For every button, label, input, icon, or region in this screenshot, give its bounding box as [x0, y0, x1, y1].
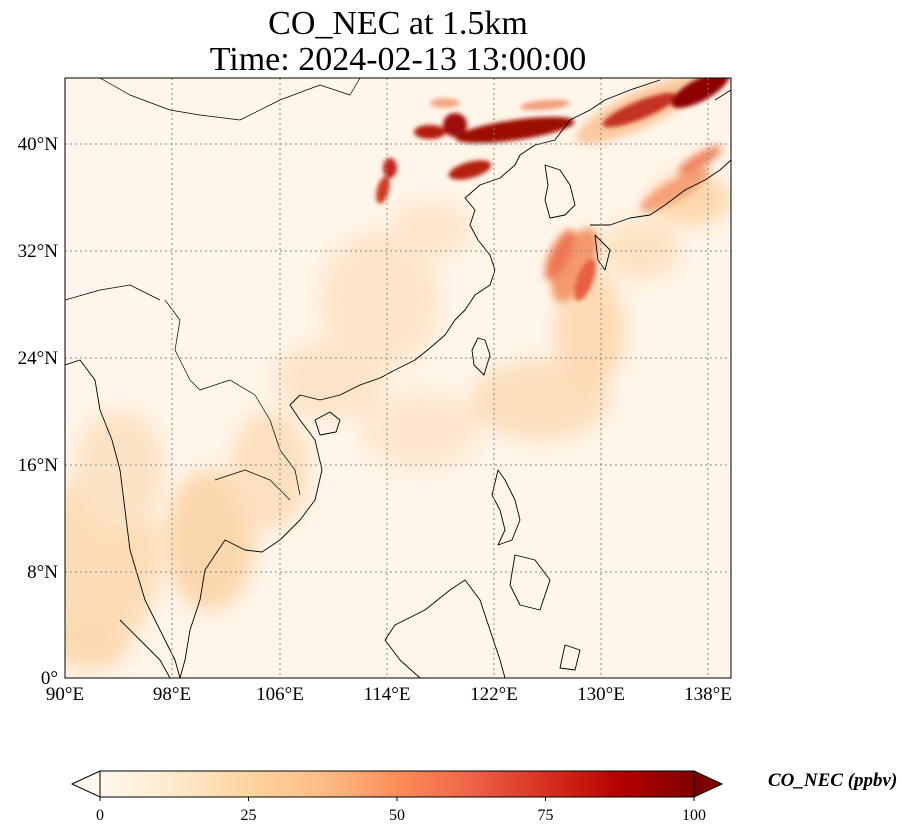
map-border — [64, 77, 732, 679]
lat-tick-16: 16°N — [18, 455, 59, 476]
colorbar-tick-50: 50 — [389, 807, 405, 824]
gridlines — [65, 78, 731, 678]
lat-tick-32: 32°N — [18, 241, 59, 262]
lon-tick-114: 114°E — [364, 684, 411, 705]
lon-tick-106: 106°E — [256, 684, 304, 705]
colorbar: 0 25 50 75 100 — [70, 770, 724, 824]
lat-tick-40: 40°N — [18, 134, 59, 155]
lon-tick-122: 122°E — [470, 684, 518, 705]
colorbar-label: CO_NEC (ppbv) — [768, 770, 898, 791]
colorbar-tick-25: 25 — [241, 807, 257, 824]
lon-tick-90: 90°E — [46, 684, 84, 705]
colorbar-tick-100: 100 — [682, 807, 706, 824]
lat-tick-labels: 0° 8°N 16°N 24°N 32°N 40°N — [18, 134, 59, 689]
lon-tick-98: 98°E — [153, 684, 191, 705]
concentration-field — [65, 78, 731, 678]
lon-tick-130: 130°E — [577, 684, 625, 705]
colorbar-extend-max — [693, 770, 724, 798]
lon-tick-138: 138°E — [684, 684, 732, 705]
map-title-line2: Time: 2024-02-13 13:00:00 — [209, 41, 587, 78]
lat-tick-24: 24°N — [18, 348, 59, 369]
colorbar-tick-75: 75 — [538, 807, 554, 824]
lon-tick-labels: 90°E 98°E 106°E 114°E 122°E 130°E 138°E — [46, 684, 732, 705]
colorbar-extend-min — [70, 770, 101, 798]
colorbar-gradient — [99, 770, 695, 798]
lat-tick-8: 8°N — [27, 562, 58, 583]
coastlines — [65, 78, 731, 678]
map-title-line1: CO_NEC at 1.5km — [268, 5, 528, 42]
colorbar-tick-0: 0 — [96, 807, 104, 824]
lat-tick-0: 0° — [41, 668, 58, 689]
